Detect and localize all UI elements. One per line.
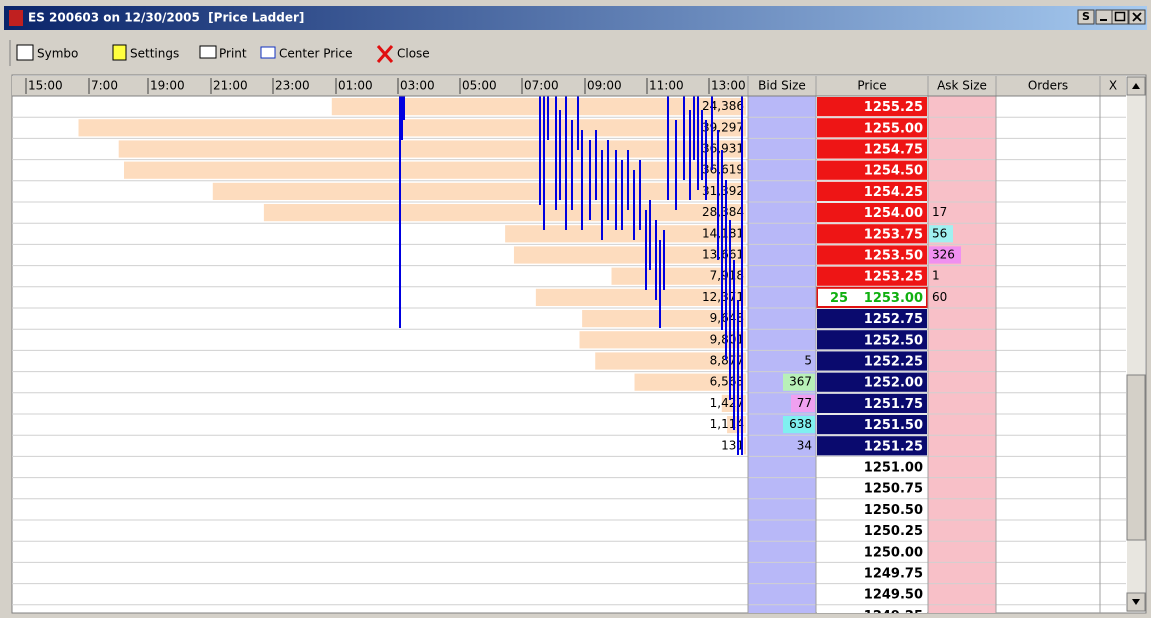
price[interactable]: 1252.25 [864,355,923,370]
page: {"window": {"title": "ES 200603 on 12/30… [0,0,1151,618]
price[interactable]: 1249.75 [864,567,923,582]
price[interactable]: 1253.75 [864,227,923,242]
center-price-icon [261,47,275,58]
price[interactable]: 1252.50 [864,333,923,348]
ask-size[interactable]: 17 [932,205,947,219]
price[interactable]: 1251.75 [864,397,923,412]
ask-size[interactable]: 1 [932,269,940,283]
price[interactable]: 1251.25 [864,439,923,454]
bid-size[interactable]: 77 [797,396,812,410]
volume-bar [744,437,746,454]
volume-bar [119,140,746,157]
volume-label: 24,386 [702,99,744,113]
column-header: Price [857,79,886,93]
toolbar-button[interactable]: Symbo [37,47,78,61]
volume-bar [264,204,746,221]
price[interactable]: 1251.50 [864,418,923,433]
time-label: 19:00 [150,79,185,93]
time-label: 21:00 [213,79,248,93]
time-label: 7:00 [91,79,118,93]
price[interactable]: 1250.50 [864,503,923,518]
column-header: Orders [1028,79,1068,93]
toolbar-button[interactable]: Center Price [279,47,352,61]
bid-size[interactable]: 5 [804,354,812,368]
s-button-label: S [1082,10,1090,23]
time-label: 01:00 [338,79,373,93]
ask-size[interactable]: 326 [932,248,955,262]
ask-column [928,96,996,613]
bid-size[interactable]: 367 [789,375,812,389]
column-header[interactable]: X [1109,79,1117,93]
settings-icon [113,45,126,60]
bid-size[interactable]: 34 [797,438,812,452]
bid-size[interactable]: 638 [789,417,812,431]
volume-label: 131 [721,438,744,452]
price[interactable]: 1254.75 [864,143,923,158]
price[interactable]: 1255.00 [864,121,923,136]
time-label: 03:00 [400,79,435,93]
print-icon [200,46,216,58]
column-header: Ask Size [937,79,987,93]
price[interactable]: 1250.75 [864,482,923,497]
window-title: ES 200603 on 12/30/2005 [Price Ladder] [28,11,304,25]
price[interactable]: 1250.25 [864,524,923,539]
price[interactable]: 1252.00 [864,376,923,391]
price[interactable]: 1253.00 [864,291,923,306]
time-label: 07:00 [524,79,559,93]
time-label: 23:00 [275,79,310,93]
time-label: 05:00 [462,79,497,93]
price[interactable]: 1249.50 [864,588,923,603]
volume-bar [124,162,746,179]
minimize-icon [1100,19,1107,21]
toolbar-button[interactable]: Close [397,47,430,61]
price[interactable]: 1253.25 [864,270,923,285]
toolbar-button[interactable]: Settings [130,47,179,61]
price-ladder-window: ES 200603 on 12/30/2005 [Price Ladder] S… [0,0,1151,618]
volume-bar [213,183,746,200]
minimize-button[interactable] [1096,10,1112,24]
price[interactable]: 1254.25 [864,185,923,200]
price[interactable]: 1250.00 [864,545,923,560]
app-icon [9,10,23,26]
column-header: Bid Size [758,79,806,93]
price[interactable]: 1254.00 [864,206,923,221]
price[interactable]: 1251.00 [864,461,923,476]
symbol-icon [17,45,33,60]
volume-bar [79,119,746,136]
time-label: 11:00 [649,79,684,93]
price[interactable]: 1255.25 [864,100,923,115]
time-label: 09:00 [587,79,622,93]
time-label: 13:00 [711,79,746,93]
toolbar-button[interactable]: Print [219,47,247,61]
time-label: 15:00 [28,79,63,93]
ask-size[interactable]: 60 [932,290,947,304]
price[interactable]: 1252.75 [864,312,923,327]
ask-size[interactable]: 56 [932,226,947,240]
price[interactable]: 1254.50 [864,164,923,179]
price[interactable]: 1253.50 [864,249,923,264]
scroll-thumb[interactable] [1127,375,1145,540]
last-trade-size: 25 [830,291,848,306]
volume-label: 39,297 [702,120,744,134]
